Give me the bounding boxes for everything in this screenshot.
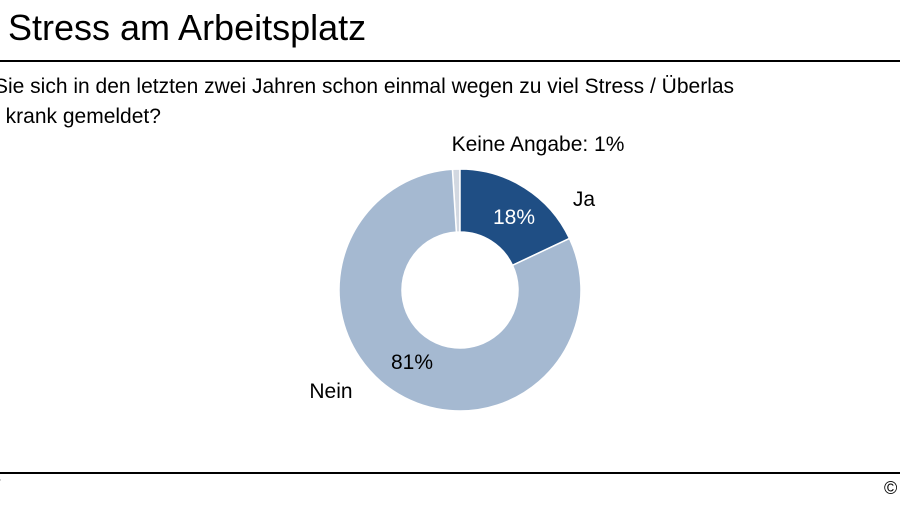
top-divider [0,60,900,62]
question-line-1: Sie sich in den letzten zwei Jahren scho… [0,75,735,98]
slice-value-ja: 18% [493,206,535,229]
slice-nein [338,168,582,412]
copyright-icon: © [884,478,898,498]
slice-value-nein: 81% [391,351,433,374]
slice-label-ja: Ja [573,188,596,211]
slice-label-keine-angabe: Keine Angabe: 1% [452,133,625,156]
donut-slices [338,168,582,412]
bottom-divider [0,472,900,474]
survey-question: Sie sich in den letzten zwei Jahren scho… [0,72,900,132]
page-title: : Stress am Arbeitsplatz [0,7,367,48]
slice-label-nein: Nein [309,380,352,403]
donut-labels: Keine Angabe: 1% Ja 18% Nein 81% [309,133,624,403]
question-line-2: / krank gemeldet? [0,105,161,128]
